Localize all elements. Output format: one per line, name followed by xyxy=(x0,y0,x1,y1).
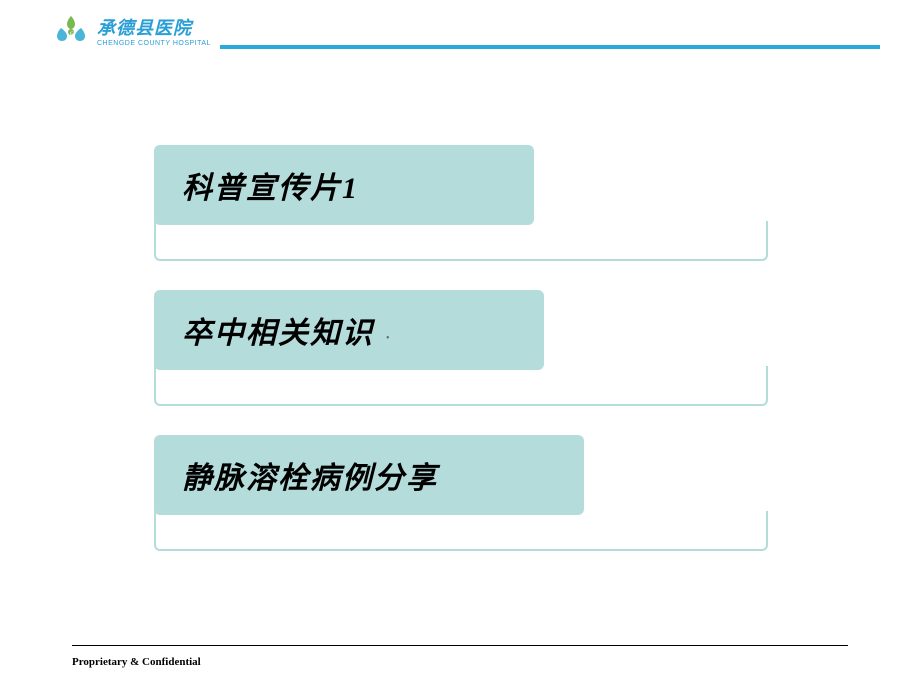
block-title-3: 静脉溶栓病例分享 xyxy=(182,462,438,495)
content-block-3: 静脉溶栓病例分享 xyxy=(154,435,768,551)
block-tab-3: 静脉溶栓病例分享 xyxy=(154,435,584,515)
block-body-1 xyxy=(154,221,768,261)
svg-text:G: G xyxy=(70,32,74,37)
block-title-1: 科普宣传片1 xyxy=(182,172,359,205)
header-divider-line xyxy=(220,45,880,49)
header-logo: G 承德县医院 CHENGDE COUNTY HOSPITAL xyxy=(53,12,211,48)
block-body-2 xyxy=(154,366,768,406)
logo-text-english: CHENGDE COUNTY HOSPITAL xyxy=(97,40,211,47)
block-tab-2: 卒中相关知识 • xyxy=(154,290,544,370)
block-tab-1: 科普宣传片1 xyxy=(154,145,534,225)
content-block-2: 卒中相关知识 • xyxy=(154,290,768,406)
block-body-3 xyxy=(154,511,768,551)
content-block-1: 科普宣传片1 xyxy=(154,145,768,261)
footer-divider-line xyxy=(72,645,848,646)
hospital-logo-icon: G xyxy=(53,12,89,48)
logo-text-chinese: 承德县医院 xyxy=(97,14,211,40)
dot-marker: • xyxy=(386,333,390,344)
logo-text-group: 承德县医院 CHENGDE COUNTY HOSPITAL xyxy=(97,14,211,47)
block-title-2: 卒中相关知识 xyxy=(182,317,374,350)
footer-text: Proprietary & Confidential xyxy=(72,656,201,668)
